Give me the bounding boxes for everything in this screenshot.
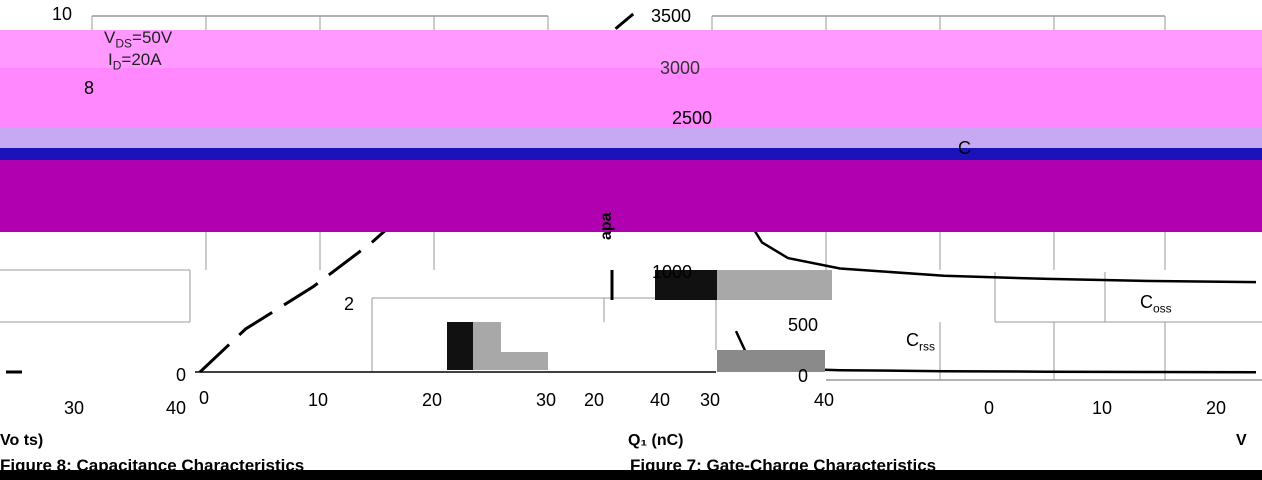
magenta-band-top bbox=[0, 30, 1262, 68]
y-tick-label: 3500 bbox=[651, 6, 692, 26]
x-tick-label: 40 bbox=[814, 390, 835, 410]
grey-block-2 bbox=[473, 322, 501, 352]
y-tick-label: 0 bbox=[798, 366, 809, 386]
x-tick-label: 40 bbox=[166, 398, 187, 418]
x-tick-label: 20 bbox=[1206, 398, 1227, 418]
vds-v: V bbox=[104, 28, 116, 47]
y-tick-label: 2500 bbox=[672, 108, 713, 128]
grey-block-1 bbox=[717, 270, 832, 300]
vds-annotation: VDS=50V bbox=[104, 28, 172, 50]
coss-sub: oss bbox=[1153, 301, 1172, 316]
curve-label-crss: Crss bbox=[906, 330, 935, 354]
crss-c: C bbox=[906, 330, 919, 350]
id-annotation: ID=20A bbox=[108, 50, 162, 72]
magenta-band-main bbox=[0, 68, 1262, 130]
x-tick-label: 20 bbox=[584, 390, 605, 410]
crss-sub: rss bbox=[919, 339, 935, 354]
vds-value: =50V bbox=[132, 28, 173, 47]
black-block-1 bbox=[655, 270, 717, 300]
figure-caption: Figure 7: Gate-Charge Characteristics bbox=[630, 456, 937, 475]
black-block-2 bbox=[447, 322, 473, 370]
x-tick-label: 30 bbox=[64, 398, 85, 418]
y-tick-label: 2 bbox=[344, 294, 355, 314]
purple-band bbox=[0, 160, 1262, 232]
lavender-band bbox=[0, 128, 1262, 148]
x-tick-label: 40 bbox=[650, 390, 671, 410]
y-tick-label: 3000 bbox=[660, 58, 701, 78]
x-tick-label: 0 bbox=[199, 388, 210, 408]
id-value: =20A bbox=[121, 50, 162, 69]
vds-sub: DS bbox=[115, 36, 133, 51]
figure-caption: Figure 8: Capacitance Characteristics bbox=[0, 456, 305, 475]
x-axis-title: Q₁ (nC) bbox=[628, 432, 684, 449]
y-tick-label: 500 bbox=[788, 315, 819, 335]
y-tick-label: 8 bbox=[84, 78, 95, 98]
x-axis-title-partial: Vo ts) bbox=[0, 432, 44, 449]
y-axis-title-partial: apa bbox=[598, 212, 615, 240]
x-tick-label: 20 bbox=[422, 390, 443, 410]
x-tick-label: 30 bbox=[536, 390, 557, 410]
grey-block-4 bbox=[717, 350, 825, 372]
id-i: I bbox=[108, 50, 113, 69]
x-tick-label: 0 bbox=[984, 398, 995, 418]
y-tick-label: 0 bbox=[176, 365, 187, 385]
curve-label-coss: Coss bbox=[1140, 292, 1172, 316]
x-tick-label: 30 bbox=[700, 390, 721, 410]
id-sub: D bbox=[112, 58, 122, 73]
blue-band bbox=[0, 148, 1262, 160]
bottom-bar bbox=[0, 470, 1262, 480]
x-tick-label: 10 bbox=[1092, 398, 1113, 418]
curve-label-ciss: C bbox=[958, 138, 971, 158]
x-axis-title-partial: V bbox=[1236, 432, 1247, 449]
x-tick-label: 10 bbox=[308, 390, 329, 410]
y-tick-label: 1000 bbox=[652, 262, 693, 282]
grey-block-3 bbox=[473, 352, 548, 370]
coss-c: C bbox=[1140, 292, 1153, 312]
y-tick-label: 10 bbox=[52, 4, 73, 24]
